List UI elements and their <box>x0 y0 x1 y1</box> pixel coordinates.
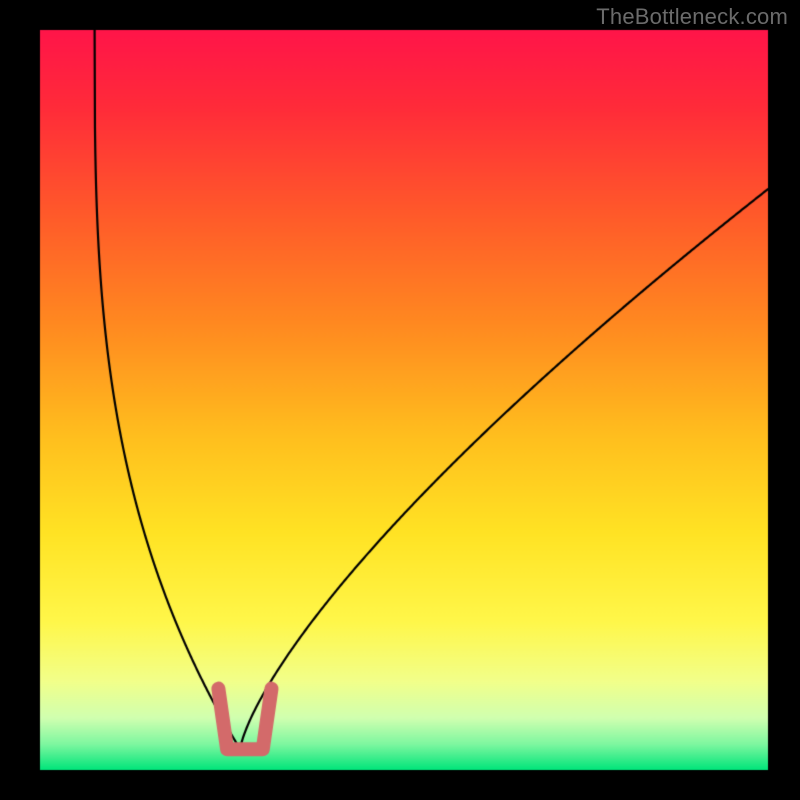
watermark-text: TheBottleneck.com <box>596 4 788 30</box>
chart-canvas <box>0 0 800 800</box>
chart-container: TheBottleneck.com <box>0 0 800 800</box>
